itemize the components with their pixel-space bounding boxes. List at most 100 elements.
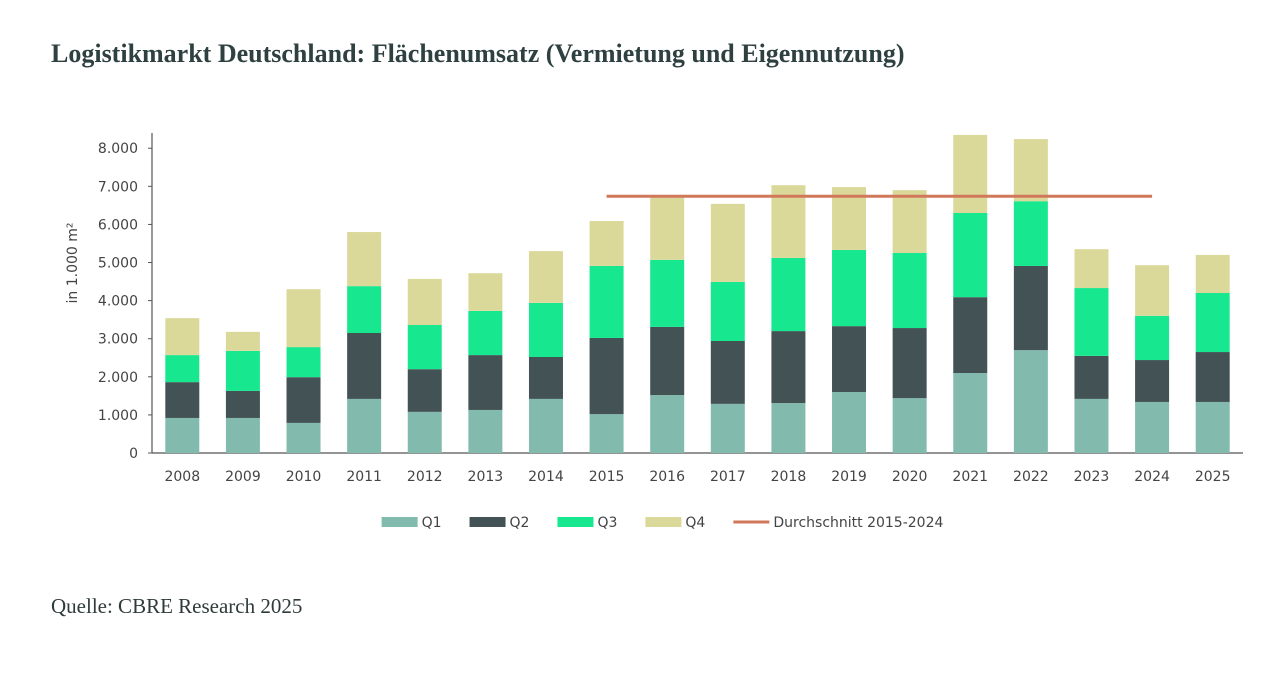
bar-segment [347,286,382,333]
x-tick-label: 2012 [407,469,443,485]
bar-segment [468,355,503,410]
bar-segment [1074,355,1109,399]
bar-segment [650,197,685,260]
x-tick-label: 2013 [468,469,504,485]
legend-swatch [469,517,506,527]
bar-segment [1195,352,1230,402]
legend-swatch [645,517,682,527]
legend-label: Durchschnitt 2015-2024 [773,515,943,531]
x-tick-label: 2021 [952,469,988,485]
bar-segment [165,417,200,453]
bar-segment [589,265,624,338]
bar-segment [347,398,382,453]
bar-segment [710,403,745,453]
legend: Q1 Q2 Q3 Q4 Durchschnitt 2015-2024 [381,515,943,531]
bar-segment [1074,249,1109,289]
x-tick-label: 2014 [528,469,564,485]
x-tick-label: 2010 [286,469,322,485]
bar-segment [589,221,624,266]
bar-segment [1195,401,1230,453]
x-tick-label: 2017 [710,469,746,485]
bar-segment [832,249,867,327]
bar-segment [528,357,563,399]
bar-segment [286,347,321,378]
y-tick-label: 4.000 [98,294,138,310]
bar-segment [468,409,503,453]
bar-segment [832,326,867,393]
x-tick-label: 2016 [649,469,685,485]
bar-segment [589,337,624,415]
bar-segment [710,203,745,282]
legend-label: Q2 [510,515,530,531]
x-tick-label: 2015 [589,469,625,485]
bar-segment [710,281,745,341]
x-tick-label: 2019 [831,469,867,485]
bar-segment [1013,201,1048,266]
bar-segment [892,328,927,399]
x-tick-label: 2025 [1195,469,1231,485]
bar-segment [468,273,503,311]
bar-segment [407,411,442,453]
bar-segment [528,398,563,453]
legend-label: Q4 [685,515,705,531]
y-axis-label: in 1.000 m² [65,223,81,304]
bar-segment [286,422,321,453]
bar-segment [1135,315,1170,361]
y-tick-label: 2.000 [98,370,138,386]
bar-segment [953,213,988,298]
bar-segment [225,331,260,351]
chart-title: Logistikmarkt Deutschland: Flächenumsatz… [51,39,905,68]
y-tick-label: 5.000 [98,256,138,272]
bar-segment [528,251,563,303]
bar-segment [1074,288,1109,356]
x-tick-label: 2023 [1074,469,1110,485]
bar-segment [165,355,200,383]
bar-segment [710,341,745,404]
bar-segment [1135,360,1170,402]
bar-segment [225,350,260,391]
bar-segment [892,253,927,329]
bar-segment [1013,265,1048,351]
bar-segment [347,232,382,287]
bar-segment [953,134,988,213]
bar-segment [589,414,624,453]
bar-segment [771,403,806,453]
bar-segment [1013,350,1048,453]
y-tick-label: 0 [129,446,138,462]
bar-segment [286,377,321,423]
x-tick-label: 2024 [1134,469,1170,485]
x-tick-label: 2020 [892,469,928,485]
bar-segment [165,382,200,418]
bar-segment [892,190,927,253]
bar-segment [1135,401,1170,453]
bar-segment [407,278,442,325]
bar-segment [1074,398,1109,453]
legend-swatch [557,517,594,527]
y-tick-label: 1.000 [98,408,138,424]
bar-segment [347,333,382,399]
source: Quelle: CBRE Research 2025 [51,594,302,618]
bar-segment [1195,254,1230,293]
bar-segment [1013,139,1048,202]
x-tick-label: 2008 [164,469,200,485]
bar-segment [832,392,867,453]
bar-segment [165,318,200,356]
x-tick-label: 2009 [225,469,261,485]
bar-segment [225,390,260,418]
y-tick-label: 7.000 [98,179,138,195]
y-tick-label: 3.000 [98,332,138,348]
bar-segment [528,302,563,357]
x-tick-label: 2011 [346,469,382,485]
bar-segment [771,331,806,404]
legend-label: Q1 [422,515,442,531]
bar-segment [225,417,260,453]
legend-swatch [381,517,418,527]
bar-segment [650,259,685,327]
bar-segment [468,310,503,356]
bar-segment [407,325,442,370]
bar-segment [1195,293,1230,353]
x-tick-label: 2018 [771,469,807,485]
bar-segment [892,398,927,453]
bar-segment [771,257,806,332]
